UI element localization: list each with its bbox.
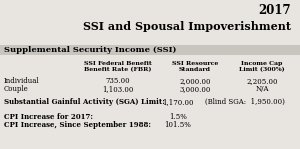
- Text: SSI Resource
Standard: SSI Resource Standard: [172, 61, 218, 72]
- Text: Supplemental Security Income (SSI): Supplemental Security Income (SSI): [4, 46, 176, 54]
- Text: CPI Increase, Since September 1988:: CPI Increase, Since September 1988:: [4, 121, 151, 129]
- Text: N/A: N/A: [255, 85, 269, 93]
- Text: 3,000.00: 3,000.00: [179, 85, 211, 93]
- Text: Couple: Couple: [4, 85, 29, 93]
- Text: Individual: Individual: [4, 77, 40, 85]
- Text: 1,103.00: 1,103.00: [102, 85, 134, 93]
- Text: Income Cap
Limit (300%): Income Cap Limit (300%): [239, 61, 285, 72]
- Text: 101.5%: 101.5%: [165, 121, 191, 129]
- Text: 2017: 2017: [258, 4, 291, 17]
- Text: (Blind SGA:  1,950.00): (Blind SGA: 1,950.00): [205, 98, 285, 106]
- Text: 2,205.00: 2,205.00: [246, 77, 278, 85]
- Text: Substantial Gainful Activity (SGA) Limit:: Substantial Gainful Activity (SGA) Limit…: [4, 98, 165, 106]
- FancyBboxPatch shape: [0, 45, 300, 55]
- Text: 1,170.00: 1,170.00: [162, 98, 194, 106]
- Text: SSI Federal Benefit
Benefit Rate (FBR): SSI Federal Benefit Benefit Rate (FBR): [84, 61, 152, 72]
- Text: 735.00: 735.00: [106, 77, 130, 85]
- Text: CPI Increase for 2017:: CPI Increase for 2017:: [4, 113, 93, 121]
- Text: 2,000.00: 2,000.00: [179, 77, 211, 85]
- Text: SSI and Spousal Impoverishment: SSI and Spousal Impoverishment: [83, 21, 291, 32]
- Text: 1.5%: 1.5%: [169, 113, 187, 121]
